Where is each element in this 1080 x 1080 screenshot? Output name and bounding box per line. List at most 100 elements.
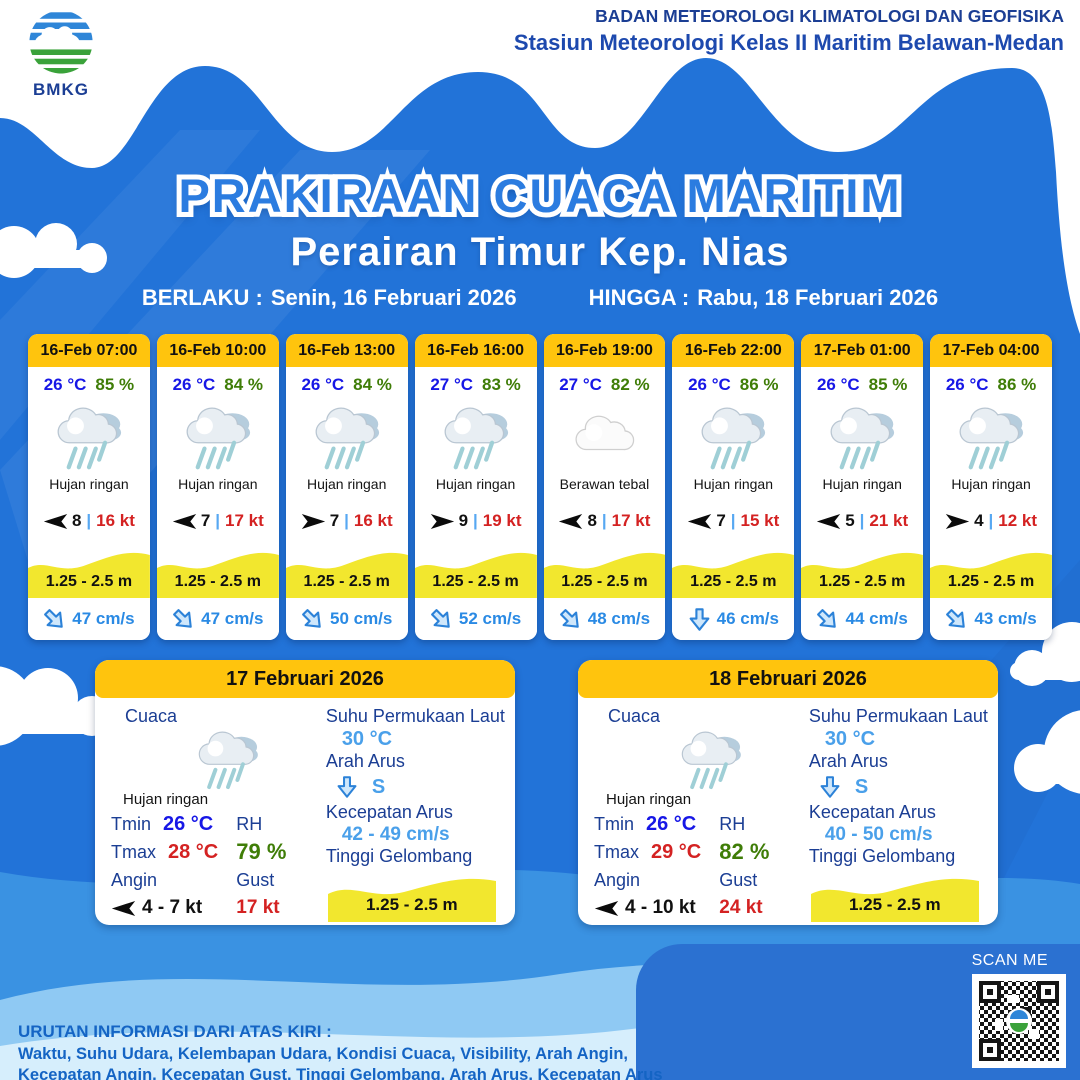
wind-speed: 17 kt xyxy=(225,511,264,530)
weather-condition: Hujan ringan xyxy=(306,476,387,492)
wave-height-band: 1.25 - 2.5 m xyxy=(810,870,979,922)
current-speed: 44 cm/s xyxy=(845,609,908,628)
current-row: 47 cm/s xyxy=(156,598,279,640)
visibility-value: 8 xyxy=(71,511,82,530)
weather-condition: Hujan ringan xyxy=(435,476,516,492)
wind-direction-icon xyxy=(43,513,68,530)
bmkg-logo-icon xyxy=(27,8,95,76)
angin-label: Angin xyxy=(111,869,158,890)
current-speed-range: 42 - 49 cm/s xyxy=(341,824,450,845)
current-speed: 50 cm/s xyxy=(329,609,393,628)
current-direction: S xyxy=(854,775,869,798)
weather-icon xyxy=(801,396,923,476)
current-direction: S xyxy=(371,775,386,798)
validity-period: BERLAKU : Senin, 16 Februari 2026 HINGGA … xyxy=(0,285,1080,311)
current-direction-icon xyxy=(945,607,968,632)
wind-row: 8 | 17 kt xyxy=(544,511,666,531)
current-speed: 48 cm/s xyxy=(587,609,651,628)
hourly-forecast-card: 16-Feb 19:00 27 °C 82 % Berawan tebal 8 |… xyxy=(543,334,666,640)
wave-height-band: 1.25 - 2.5 m xyxy=(156,540,279,598)
arah-arus-label: Arah Arus xyxy=(325,751,405,771)
weather-icon xyxy=(415,396,537,476)
forecast-time: 16-Feb 07:00 xyxy=(28,334,150,367)
hourly-forecast-card: 16-Feb 07:00 26 °C 85 % Hujan ringan 8 | … xyxy=(28,334,150,640)
visibility-value: 7 xyxy=(329,511,340,530)
forecast-time: 17-Feb 04:00 xyxy=(930,334,1052,367)
poster-title: PRAKIRAAN CUACA MARITIM PRAKIRAAN CUACA … xyxy=(173,164,904,227)
air-temperature: 27 °C xyxy=(559,375,602,394)
rh-value: 79 % xyxy=(236,839,287,864)
weather-condition: Hujan ringan xyxy=(49,476,129,492)
rh-label: RH xyxy=(719,813,746,834)
wind-row: 9 | 19 kt xyxy=(415,511,537,531)
wind-row: 4 | 12 kt xyxy=(930,511,1052,531)
current-direction-icon xyxy=(336,774,358,800)
gust-label: Gust xyxy=(236,869,275,890)
wave-height: 1.25 - 2.5 m xyxy=(561,573,648,590)
logo-wordmark: BMKG xyxy=(33,80,89,99)
wind-speed: 21 kt xyxy=(869,511,909,530)
air-temperature: 26 °C xyxy=(688,375,731,394)
agency-header: BADAN METEOROLOGI KLIMATOLOGI DAN GEOFIS… xyxy=(514,6,1064,56)
valid-to: HINGGA : Rabu, 18 Februari 2026 xyxy=(588,285,939,310)
weather-condition: Hujan ringan xyxy=(951,476,1031,492)
weather-condition: Hujan ringan xyxy=(822,476,902,492)
bmkg-logo: BMKG xyxy=(18,4,104,100)
weather-icon xyxy=(286,396,408,476)
region-title: Perairan Timur Kep. Nias xyxy=(290,230,790,274)
humidity: 84 % xyxy=(353,375,392,394)
current-speed: 52 cm/s xyxy=(458,609,522,628)
wind-speed: 17 kt xyxy=(611,511,651,530)
rh-label: RH xyxy=(236,813,263,834)
air-temperature: 26 °C xyxy=(301,375,345,394)
forecast-time: 16-Feb 19:00 xyxy=(543,334,666,367)
tmin-label: Tmin xyxy=(111,813,151,834)
visibility-value: 5 xyxy=(845,511,855,530)
angin-label: Angin xyxy=(594,869,641,890)
current-row: 47 cm/s xyxy=(28,598,150,640)
current-direction-icon xyxy=(688,607,711,632)
wind-speed: 12 kt xyxy=(998,511,1038,530)
valid-from: BERLAKU : Senin, 16 Februari 2026 xyxy=(141,285,517,310)
wave-height-band: 1.25 - 2.5 m xyxy=(28,540,150,598)
weather-icon xyxy=(544,396,666,476)
current-row: 52 cm/s xyxy=(414,598,537,640)
station-name: Stasiun Meteorologi Kelas II Maritim Bel… xyxy=(513,30,1064,55)
legend-title: URUTAN INFORMASI DARI ATAS KIRI : xyxy=(18,1022,332,1041)
scan-panel: SCAN ME xyxy=(636,944,1080,1080)
wind-direction-icon xyxy=(687,513,712,530)
weather-condition: Hujan ringan xyxy=(123,791,209,808)
wind-direction-icon xyxy=(594,900,619,917)
hourly-forecast-card: 17-Feb 04:00 26 °C 86 % Hujan ringan 4 | … xyxy=(930,334,1052,640)
current-direction-icon xyxy=(430,607,453,632)
wind-direction-icon xyxy=(301,513,326,530)
weather-icon xyxy=(137,725,320,791)
gust-label: Gust xyxy=(719,869,758,890)
humidity: 82 % xyxy=(610,375,650,394)
qr-code-icon[interactable] xyxy=(972,974,1066,1068)
kecepatan-arus-label: Kecepatan Arus xyxy=(808,802,936,822)
weather-condition: Hujan ringan xyxy=(693,476,773,492)
wind-speed: 19 kt xyxy=(482,511,522,530)
agency-name: BADAN METEOROLOGI KLIMATOLOGI DAN GEOFIS… xyxy=(595,6,1064,26)
wave-height: 1.25 - 2.5 m xyxy=(174,573,261,590)
humidity: 83 % xyxy=(482,375,521,394)
wave-height: 1.25 - 2.5 m xyxy=(819,573,906,590)
wave-height: 1.25 - 2.5 m xyxy=(303,573,390,590)
weather-icon xyxy=(620,725,803,791)
daily-forecast-card: 17 Februari 2026 Cuaca Hujan ringan Tmin… xyxy=(95,660,515,925)
current-speed: 46 cm/s xyxy=(716,609,779,628)
wave-height: 1.25 - 2.5 m xyxy=(947,573,1035,590)
rh-value: 82 % xyxy=(719,839,770,864)
tinggi-gelombang-label: Tinggi Gelombang xyxy=(325,846,473,866)
air-temperature: 27 °C xyxy=(430,375,474,394)
wave-height: 1.25 - 2.5 m xyxy=(45,573,133,590)
wind-row: 7 | 17 kt xyxy=(157,511,279,531)
wave-height-band: 1.25 - 2.5 m xyxy=(672,540,795,598)
weather-condition: Hujan ringan xyxy=(178,476,258,492)
sst-value: 30 °C xyxy=(824,728,876,750)
sst-label: Suhu Permukaan Laut xyxy=(808,706,988,726)
wind-range: 4 - 7 kt xyxy=(111,897,202,919)
cuaca-label: Cuaca xyxy=(608,706,661,726)
wind-speed: 16 kt xyxy=(353,511,393,530)
